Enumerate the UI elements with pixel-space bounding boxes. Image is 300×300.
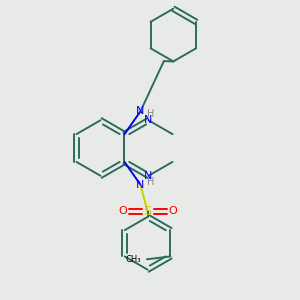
Text: N: N — [144, 115, 153, 125]
Text: O: O — [118, 206, 127, 216]
Text: N: N — [136, 106, 145, 116]
Text: H: H — [147, 110, 154, 119]
Text: O: O — [168, 206, 177, 216]
Text: S: S — [144, 205, 152, 218]
Text: CH₃: CH₃ — [125, 255, 141, 264]
Text: H: H — [147, 177, 154, 187]
Text: N: N — [136, 180, 145, 190]
Text: N: N — [144, 171, 153, 181]
